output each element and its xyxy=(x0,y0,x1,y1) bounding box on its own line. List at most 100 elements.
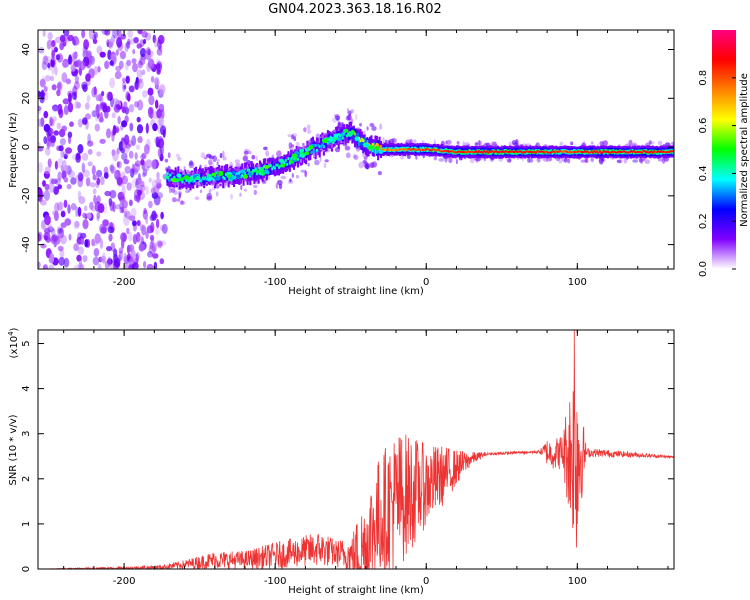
ridge-halo xyxy=(345,152,351,159)
noise-speck xyxy=(42,30,46,37)
ridge-cell xyxy=(356,132,359,140)
noise-speck xyxy=(156,108,162,119)
noise-speck xyxy=(145,47,151,56)
ridge-cell xyxy=(518,150,521,153)
ridge-halo xyxy=(243,150,249,155)
ridge-halo xyxy=(384,139,388,144)
ridge-cell xyxy=(254,167,257,171)
noise-speck xyxy=(116,161,120,168)
noise-speck xyxy=(123,211,127,218)
ridge-halo xyxy=(407,154,411,159)
noise-speck xyxy=(82,212,87,219)
ridge-cell xyxy=(409,149,412,152)
noise-speck xyxy=(97,103,103,112)
ridge-halo xyxy=(291,144,295,148)
ridge-cell xyxy=(174,170,177,177)
noise-speck xyxy=(77,262,84,269)
ridge-cell xyxy=(417,148,420,151)
ridge-halo xyxy=(640,158,644,165)
noise-speck xyxy=(123,101,128,109)
ridge-cell xyxy=(268,164,271,168)
noise-speck xyxy=(77,246,84,255)
ridge-cell xyxy=(548,151,551,154)
noise-speck xyxy=(61,72,68,83)
noise-speck xyxy=(126,227,130,235)
ridge-halo xyxy=(253,189,257,195)
noise-speck xyxy=(138,243,145,252)
noise-speck xyxy=(110,163,115,175)
ridge-cell xyxy=(268,168,271,176)
ridge-cell xyxy=(382,148,385,151)
noise-speck xyxy=(153,79,160,86)
noise-speck xyxy=(65,78,72,85)
noise-speck xyxy=(137,135,143,144)
ridge-halo xyxy=(176,198,181,202)
noise-speck xyxy=(106,246,112,252)
noise-speck xyxy=(63,153,68,160)
ridge-cell xyxy=(171,174,174,181)
ridge-halo xyxy=(181,200,186,205)
noise-speck xyxy=(160,137,165,149)
ridge-halo xyxy=(334,114,340,118)
ridge-cell xyxy=(529,150,532,153)
ridge-halo xyxy=(167,152,171,159)
noise-speck xyxy=(57,171,62,181)
ridge-halo xyxy=(562,158,568,163)
noise-speck xyxy=(121,171,126,181)
ridge-cell xyxy=(626,151,629,154)
ridge-cell xyxy=(204,176,207,180)
noise-speck xyxy=(147,251,153,258)
ridge-cell xyxy=(500,150,503,153)
ridge-cell xyxy=(481,151,484,154)
ridge-cell xyxy=(658,151,661,153)
ridge-halo xyxy=(306,124,311,130)
ridge-cell xyxy=(471,150,474,153)
noise-speck xyxy=(52,104,59,112)
noise-speck xyxy=(67,102,74,113)
ridge-halo xyxy=(507,158,512,163)
ridge-cell xyxy=(513,151,516,154)
noise-speck xyxy=(40,199,47,206)
ridge-cell xyxy=(453,151,456,154)
ridge-cell xyxy=(192,180,195,183)
noise-speck xyxy=(145,159,153,169)
ridge-halo xyxy=(511,139,517,145)
noise-speck xyxy=(155,227,160,235)
noise-speck xyxy=(44,235,48,241)
noise-speck xyxy=(155,178,162,185)
noise-speck xyxy=(134,160,142,167)
noise-speck xyxy=(87,161,93,167)
noise-speck xyxy=(123,134,130,145)
ridge-cell xyxy=(277,165,280,169)
ridge-halo xyxy=(639,158,643,163)
noise-speck xyxy=(96,211,101,219)
ridge-speck xyxy=(240,169,246,174)
ridge-halo xyxy=(303,127,307,133)
noise-speck xyxy=(139,47,147,58)
ridge-cell xyxy=(238,171,241,174)
noise-speck xyxy=(82,84,88,93)
ridge-cell xyxy=(627,151,630,154)
ridge-cell xyxy=(533,151,536,154)
ridge-cell xyxy=(305,148,308,152)
noise-speck xyxy=(147,87,154,96)
ridge-speck xyxy=(292,156,298,161)
ridge-cell xyxy=(226,174,229,181)
ridge-cell xyxy=(359,139,362,143)
noise-speck xyxy=(127,38,131,46)
colorbar-tick-label: 0.4 xyxy=(698,165,709,181)
ridge-halo xyxy=(295,141,300,147)
noise-speck xyxy=(93,248,100,257)
ridge-cell xyxy=(237,166,240,178)
noise-speck xyxy=(134,101,140,108)
ridge-cell xyxy=(419,149,422,152)
noise-speck xyxy=(144,32,152,41)
ridge-cell xyxy=(476,151,479,154)
ridge-cell xyxy=(392,149,395,152)
ridge-halo xyxy=(222,150,225,158)
ridge-halo xyxy=(570,141,574,146)
noise-speck xyxy=(99,51,106,58)
ridge-cell xyxy=(608,151,611,154)
ridge-cell xyxy=(510,150,513,153)
noise-speck xyxy=(50,57,57,68)
